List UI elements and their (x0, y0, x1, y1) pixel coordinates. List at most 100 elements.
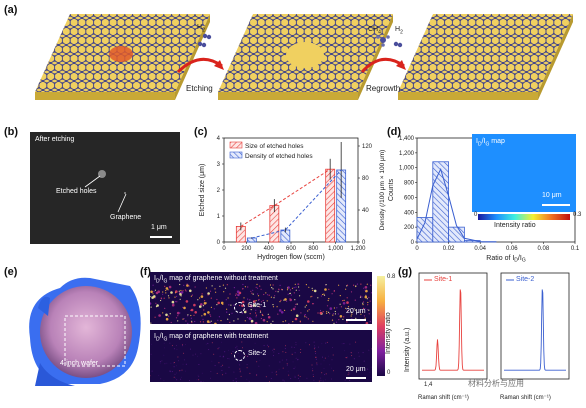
speckle-dot (343, 299, 345, 301)
speckle-dot (180, 289, 182, 292)
speckle-dot (334, 310, 336, 313)
speckle-dot (356, 283, 358, 285)
map-cbar-min: 0 (474, 212, 478, 218)
site-2-marker (234, 350, 245, 361)
speckle-dot (312, 320, 314, 322)
speckle-dot (349, 373, 351, 375)
speckle-dot (316, 364, 318, 366)
c-ylabel-right: Density (/100 μm × 100 μm) (379, 150, 386, 231)
speckle-dot (328, 311, 330, 313)
speckle-dot (284, 348, 286, 350)
speckle-dot (164, 307, 166, 309)
speckle-dot (171, 345, 173, 347)
speckle-dot (175, 372, 177, 374)
speckle-dot (185, 370, 187, 372)
speckle-dot (206, 320, 210, 323)
speckle-dot (369, 371, 371, 373)
speckle-dot (328, 355, 330, 357)
c-xtick-label: 1,000 (328, 246, 344, 252)
speckle-dot (279, 361, 281, 363)
speckle-dot (271, 287, 273, 289)
speckle-dot (182, 318, 184, 320)
speckle-dot (190, 317, 192, 319)
speckle-dot (295, 286, 297, 288)
speckle-dot (176, 295, 178, 297)
speckle-dot (162, 293, 164, 295)
speckle-dot (173, 362, 175, 364)
speckle-dot (298, 286, 300, 288)
speckle-dot (308, 286, 310, 288)
c-ytick-right-label: 40 (362, 208, 369, 214)
c-ytick-label: 3 (217, 162, 221, 168)
speckle-dot (250, 319, 254, 323)
speckle-dot (297, 283, 299, 285)
speckle-dot (362, 307, 365, 309)
speckle-dot (220, 301, 224, 305)
speckle-dot (258, 298, 260, 301)
speckle-dot (186, 284, 189, 287)
c-xtick-label: 800 (308, 246, 319, 252)
speckle-dot (307, 300, 310, 303)
speckle-dot (185, 363, 187, 365)
speckle-dot (176, 348, 178, 350)
speckle-dot (271, 349, 273, 351)
speckle-dot (221, 369, 223, 371)
speckle-dot (368, 296, 370, 298)
speckle-dot (292, 321, 294, 323)
speckle-dot (176, 345, 177, 347)
speckle-dot (364, 308, 366, 310)
speckle-dot (197, 374, 199, 376)
speckle-dot (252, 289, 254, 291)
speckle-dot (253, 304, 256, 307)
speckle-dot (165, 287, 169, 290)
speckle-dot (171, 371, 173, 373)
speckle-dot (232, 351, 234, 352)
speckle-dot (299, 295, 301, 297)
speckle-dot (364, 295, 368, 299)
speckle-dot (196, 379, 198, 381)
speckle-dot (150, 375, 151, 377)
speckle-dot (169, 313, 171, 315)
speckle-dot (336, 307, 338, 309)
speckle-dot (236, 348, 238, 350)
speckle-dot (346, 285, 348, 287)
speckle-dot (182, 344, 183, 346)
speckle-dot (322, 380, 324, 382)
speckle-dot (162, 291, 164, 293)
speckle-dot (333, 322, 335, 324)
speckle-dot (268, 365, 270, 367)
speckle-dot (266, 300, 268, 302)
speckle-dot (222, 364, 224, 366)
speckle-dot (189, 289, 192, 293)
panel-a-label: (a) (4, 4, 18, 16)
speckle-dot (323, 360, 325, 362)
speckle-dot (163, 380, 165, 381)
speckle-dot (226, 284, 228, 286)
raman-curve-Site-1 (422, 289, 484, 371)
g-xlabel-2: Raman shift (cm⁻¹) (500, 395, 551, 401)
speckle-dot (247, 298, 249, 300)
speckle-dot (210, 377, 211, 379)
speckle-dot (272, 348, 274, 350)
speckle-dot (304, 316, 306, 318)
speckle-dot (370, 376, 372, 378)
speckle-dot (188, 285, 190, 287)
speckle-dot (169, 370, 171, 372)
speckle-dot (305, 342, 307, 344)
speckle-dot (190, 314, 192, 317)
speckle-dot (320, 377, 322, 379)
graphene-slab-etched (218, 14, 393, 100)
speckle-dot (246, 364, 248, 366)
speckle-dot (312, 303, 315, 305)
speckle-dot (262, 314, 264, 316)
speckle-dot (228, 313, 230, 316)
speckle-dot (181, 369, 183, 371)
speckle-dot (281, 288, 283, 290)
speckle-dot (222, 284, 224, 286)
speckle-dot (176, 379, 178, 381)
speckle-dot (239, 371, 241, 373)
speckle-dot (290, 378, 292, 380)
c-ytick-label: 4 (217, 136, 221, 142)
c-ytick-label: 0 (217, 240, 221, 246)
speckle-dot (202, 305, 204, 307)
